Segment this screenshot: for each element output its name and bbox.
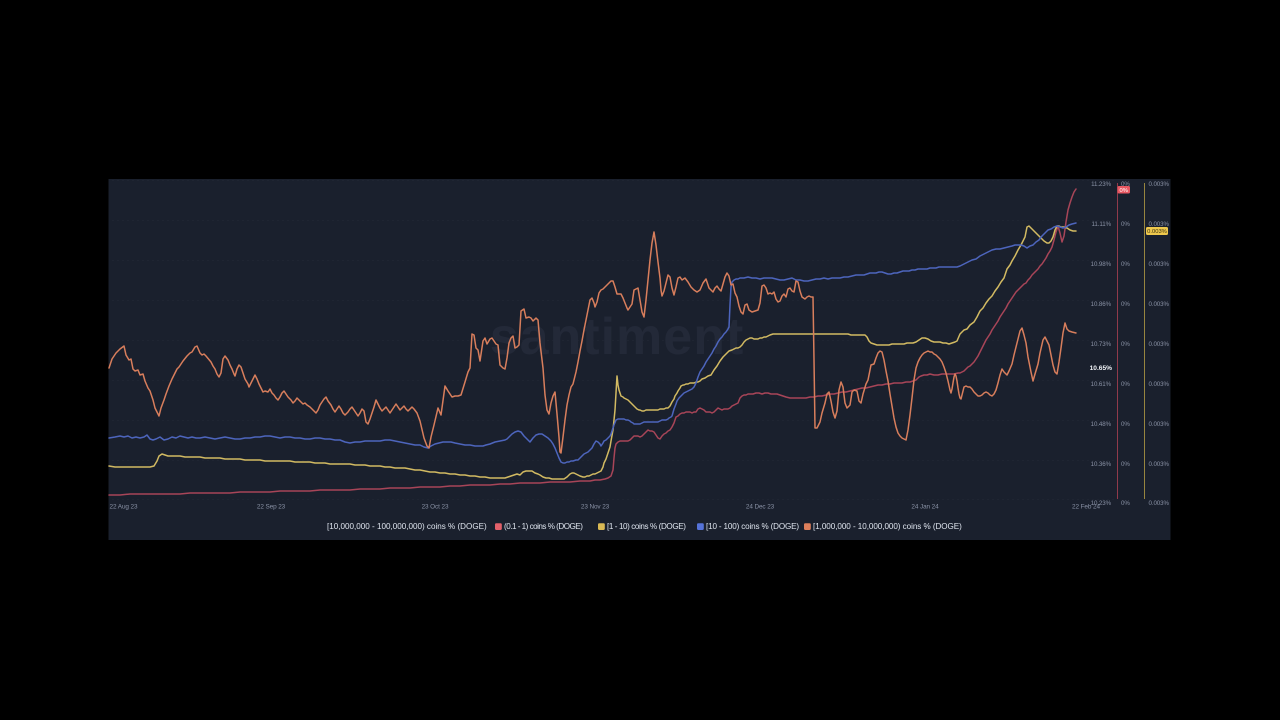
svg-text:0%: 0%: [1121, 461, 1130, 468]
svg-text:10.48%: 10.48%: [1091, 421, 1112, 428]
svg-text:23 Oct 23: 23 Oct 23: [422, 504, 449, 511]
svg-text:(0.1 - 1) coins % (DOGE): (0.1 - 1) coins % (DOGE): [504, 522, 583, 531]
svg-text:10.61%: 10.61%: [1091, 381, 1112, 388]
svg-text:0.003%: 0.003%: [1149, 500, 1170, 507]
svg-text:[1 - 10) coins % (DOGE): [1 - 10) coins % (DOGE): [607, 522, 686, 531]
svg-text:0.003%: 0.003%: [1149, 381, 1170, 388]
svg-text:10.73%: 10.73%: [1091, 341, 1112, 348]
svg-text:24 Dec 23: 24 Dec 23: [746, 504, 775, 511]
svg-text:0.003%: 0.003%: [1149, 221, 1170, 228]
svg-text:0%: 0%: [1121, 381, 1130, 388]
svg-text:10.23%: 10.23%: [1091, 500, 1112, 507]
svg-text:22 Feb 24: 22 Feb 24: [1072, 504, 1100, 511]
svg-text:23 Nov 23: 23 Nov 23: [581, 504, 610, 511]
svg-text:0.003%: 0.003%: [1149, 461, 1170, 468]
svg-text:0.003%: 0.003%: [1149, 181, 1170, 188]
svg-text:0%: 0%: [1121, 341, 1130, 348]
svg-text:22 Sep 23: 22 Sep 23: [257, 504, 286, 511]
svg-text:0.003%: 0.003%: [1147, 229, 1167, 235]
svg-text:24 Jan 24: 24 Jan 24: [911, 504, 939, 511]
svg-text:0.003%: 0.003%: [1149, 261, 1170, 268]
svg-text:11.23%: 11.23%: [1091, 181, 1112, 188]
svg-text:0%: 0%: [1121, 421, 1130, 428]
svg-text:[10,000,000 - 100,000,000) coi: [10,000,000 - 100,000,000) coins % (DOGE…: [327, 522, 487, 531]
svg-text:10.65%: 10.65%: [1090, 365, 1113, 372]
svg-text:10.86%: 10.86%: [1091, 301, 1112, 308]
svg-text:[10 - 100) coins % (DOGE): [10 - 100) coins % (DOGE): [706, 522, 799, 531]
svg-text:0%: 0%: [1120, 188, 1128, 194]
svg-text:0.003%: 0.003%: [1149, 341, 1170, 348]
svg-text:22 Aug 23: 22 Aug 23: [110, 504, 138, 511]
svg-text:0.003%: 0.003%: [1149, 301, 1170, 308]
svg-text:[1,000,000 - 10,000,000) coins: [1,000,000 - 10,000,000) coins % (DOGE): [813, 522, 962, 531]
svg-text:11.11%: 11.11%: [1092, 221, 1112, 228]
svg-text:0%: 0%: [1121, 221, 1130, 228]
svg-text:0.003%: 0.003%: [1149, 421, 1170, 428]
svg-text:0%: 0%: [1121, 181, 1130, 188]
svg-text:santiment: santiment: [490, 308, 745, 366]
svg-text:0%: 0%: [1121, 261, 1130, 268]
svg-text:0%: 0%: [1121, 500, 1130, 507]
svg-text:10.98%: 10.98%: [1091, 261, 1112, 268]
svg-text:10.36%: 10.36%: [1091, 461, 1112, 468]
svg-text:0%: 0%: [1121, 301, 1130, 308]
